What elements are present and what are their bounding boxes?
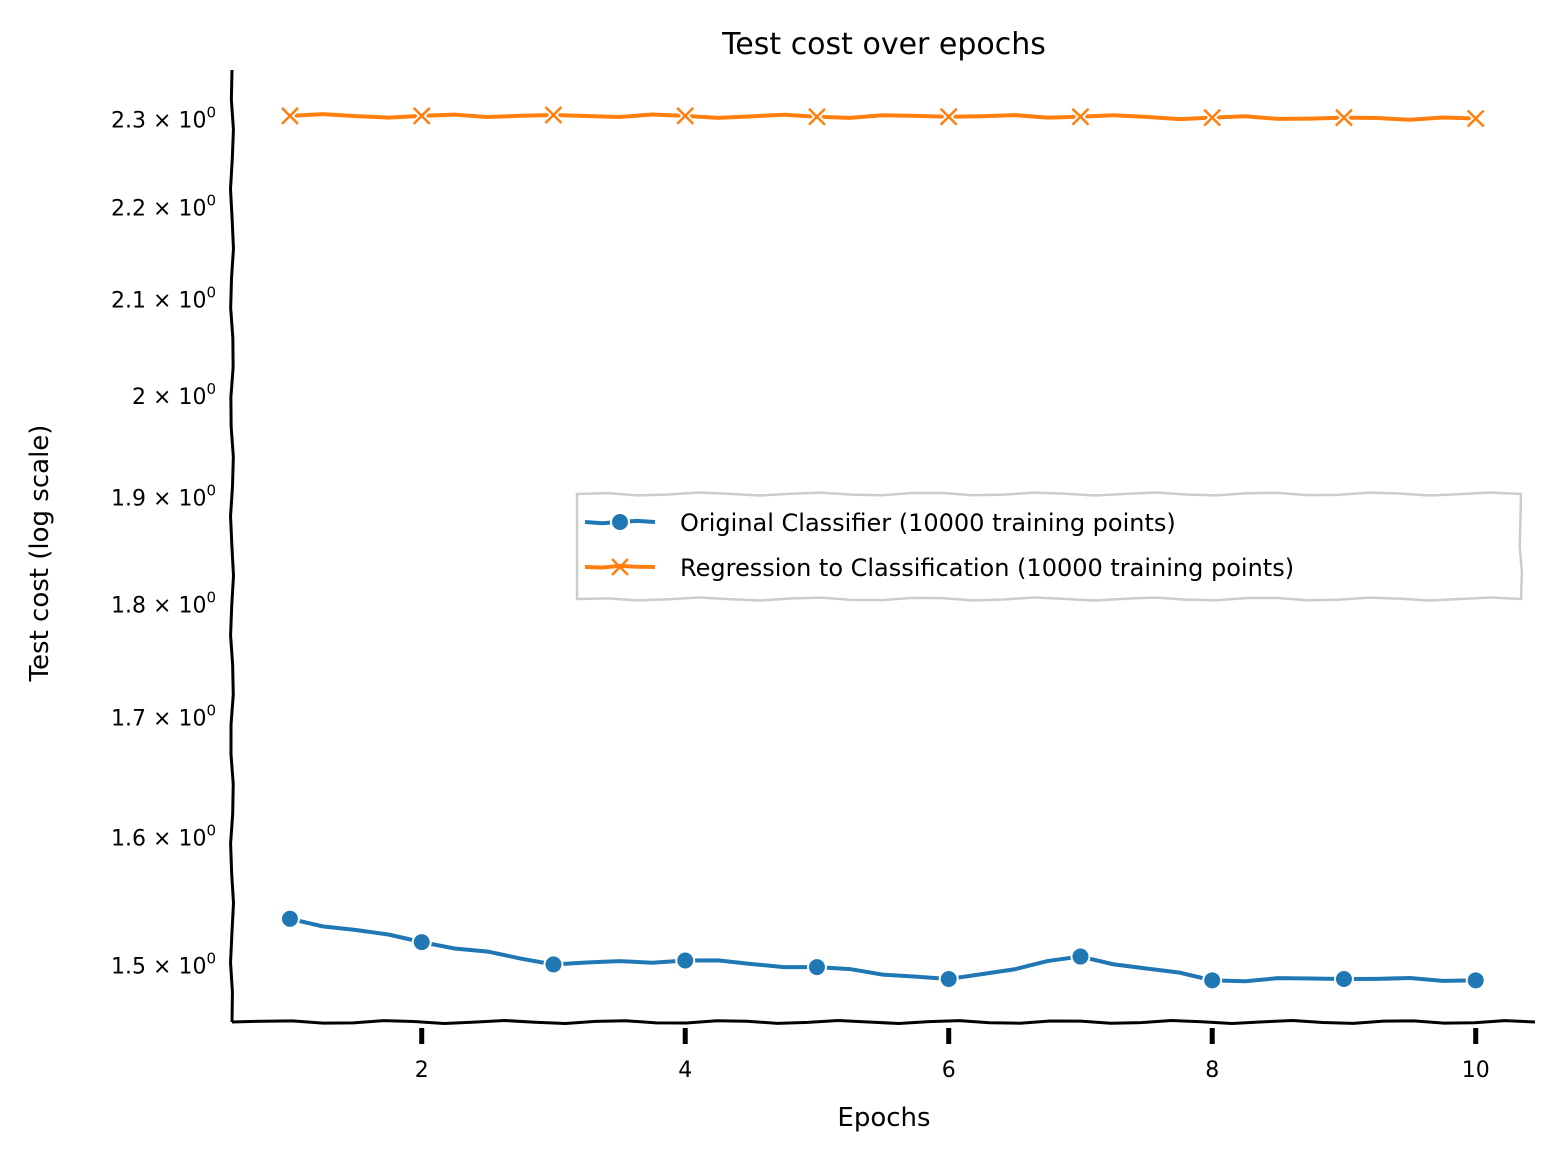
y-axis-line bbox=[228, 69, 236, 1023]
x-ticks: 2 4 6 8 10 bbox=[415, 1028, 1490, 1083]
data-point bbox=[411, 932, 432, 953]
y-tick-label: 2 × 100 bbox=[132, 380, 216, 410]
data-point bbox=[938, 969, 959, 990]
y-tick-label: 1.6 × 100 bbox=[111, 822, 216, 852]
y-axis-label: Test cost (log scale) bbox=[25, 425, 55, 683]
y-tick-label: 1.8 × 100 bbox=[111, 589, 216, 619]
plot-area bbox=[279, 104, 1486, 991]
x-tick-label: 10 bbox=[1462, 1058, 1490, 1083]
legend-marker-x bbox=[611, 558, 629, 576]
legend: Original Classifier (10000 training poin… bbox=[575, 491, 1524, 602]
y-tick-label: 2.3 × 100 bbox=[111, 103, 216, 133]
data-point bbox=[1071, 107, 1090, 126]
data-point bbox=[412, 106, 431, 125]
y-tick-label: 1.7 × 100 bbox=[111, 702, 216, 732]
data-point bbox=[1335, 108, 1353, 127]
x-axis-label: Epochs bbox=[837, 1103, 930, 1133]
y-tick-label: 2.1 × 100 bbox=[111, 283, 216, 313]
data-point bbox=[806, 957, 827, 978]
data-point bbox=[1070, 946, 1091, 967]
x-axis-line bbox=[231, 1018, 1536, 1026]
data-point bbox=[544, 106, 563, 124]
y-ticks: 1.5 × 100 1.6 × 100 1.7 × 100 1.8 × 100 1.9 … bbox=[111, 103, 216, 979]
chart-title: Test cost over epochs bbox=[721, 27, 1046, 62]
data-point bbox=[1333, 969, 1354, 990]
data-point bbox=[676, 106, 695, 125]
data-point bbox=[1466, 109, 1485, 128]
data-point bbox=[279, 908, 300, 929]
data-point bbox=[1465, 970, 1486, 991]
data-point bbox=[1203, 108, 1222, 127]
y-tick-label: 1.5 × 100 bbox=[111, 949, 216, 979]
data-point bbox=[675, 950, 696, 971]
x-tick-label: 8 bbox=[1205, 1058, 1219, 1083]
data-point bbox=[1202, 970, 1223, 991]
data-point bbox=[543, 954, 564, 975]
x-tick-label: 2 bbox=[415, 1058, 429, 1083]
legend-label: Original Classifier (10000 training poin… bbox=[680, 509, 1176, 537]
legend-label: Regression to Classification (10000 trai… bbox=[680, 554, 1294, 582]
legend-marker-circle bbox=[610, 512, 630, 532]
series-line bbox=[289, 916, 1476, 984]
x-tick-label: 6 bbox=[942, 1058, 956, 1083]
data-point bbox=[939, 107, 958, 126]
data-point bbox=[808, 107, 826, 126]
y-tick-label: 1.9 × 100 bbox=[111, 482, 216, 512]
axes bbox=[228, 69, 1536, 1026]
data-point bbox=[281, 106, 299, 125]
x-tick-label: 4 bbox=[678, 1058, 692, 1083]
y-tick-label: 2.2 × 100 bbox=[111, 191, 216, 221]
series-line bbox=[289, 112, 1476, 122]
legend-box bbox=[575, 491, 1524, 602]
